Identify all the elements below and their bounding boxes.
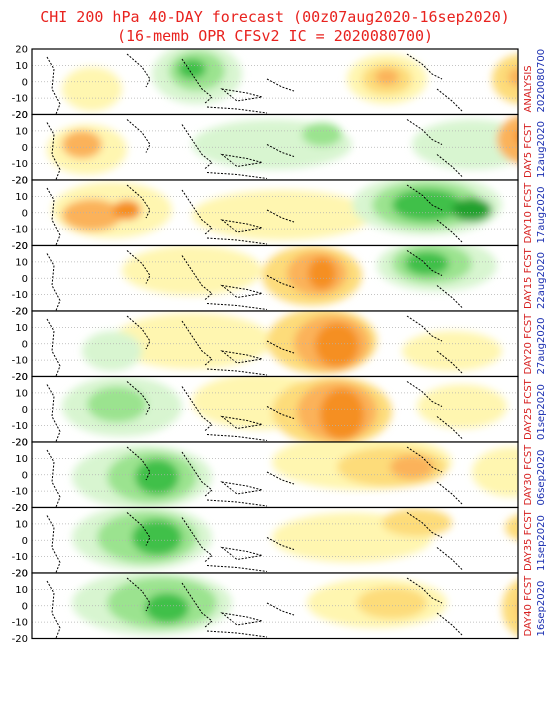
panel-label-bottom: 11sep2020 xyxy=(536,515,547,571)
coastlines xyxy=(46,53,463,115)
y-tick-label: 0 xyxy=(22,208,28,219)
y-tick-label: -20 xyxy=(12,634,28,645)
y-tick-label: -10 xyxy=(12,290,28,301)
coastlines xyxy=(46,119,463,180)
coastlines xyxy=(46,577,463,639)
map-panel: 20 10 0 -10 -20 DAY35 FCST 11sep2020 xyxy=(12,503,547,580)
y-tick-label: 20 xyxy=(15,110,28,121)
y-tick-label: 20 xyxy=(15,438,28,449)
panel-label-top: DAY40 FCST xyxy=(523,575,534,637)
y-tick-label: 20 xyxy=(15,241,28,252)
panel-label-top: DAY25 FCST xyxy=(523,378,534,440)
y-tick-label: 10 xyxy=(15,388,28,399)
panel-label-bottom: 01sep2020 xyxy=(536,384,547,440)
y-tick-label: -10 xyxy=(12,94,28,105)
panel-label-top: DAY30 FCST xyxy=(523,444,534,506)
y-tick-label: 0 xyxy=(22,601,28,612)
coastlines xyxy=(46,446,463,508)
panel-label-bottom: 27aug2020 xyxy=(536,318,547,375)
y-tick-label: 10 xyxy=(15,519,28,530)
y-tick-label: -10 xyxy=(12,421,28,432)
map-panel: 20 10 0 -10 -20 ANALYSIS 2020080700 xyxy=(12,45,547,122)
y-tick-label: -10 xyxy=(12,552,28,563)
panel-label-top: DAY20 FCST xyxy=(523,313,534,375)
chi-anomaly-shading xyxy=(82,311,502,374)
y-tick-label: -20 xyxy=(12,241,28,252)
y-tick-label: 0 xyxy=(22,536,28,547)
panel-label-bottom: 17aug2020 xyxy=(536,187,547,244)
panel-label-bottom: 16sep2020 xyxy=(536,581,547,637)
y-tick-label: -20 xyxy=(12,307,28,318)
y-tick-label: -20 xyxy=(12,438,28,449)
y-tick-label: -10 xyxy=(12,356,28,367)
panel-label-top: DAY10 FCST xyxy=(523,182,534,244)
y-tick-label: 10 xyxy=(15,454,28,465)
y-tick-label: 0 xyxy=(22,143,28,154)
chi-anomaly-shading xyxy=(52,180,502,240)
y-tick-label: 20 xyxy=(15,372,28,383)
y-tick-label: 10 xyxy=(15,126,28,137)
y-tick-label: -20 xyxy=(12,110,28,121)
y-tick-label: 0 xyxy=(22,470,28,481)
y-tick-label: -10 xyxy=(12,487,28,498)
coastlines xyxy=(46,381,463,442)
map-panel: 20 10 0 -10 -20 DAY30 FCST 06sep2020 xyxy=(12,438,547,515)
panel-label-top: DAY35 FCST xyxy=(523,509,534,571)
chi-anomaly-shading xyxy=(62,49,518,111)
y-tick-label: 10 xyxy=(15,257,28,268)
y-tick-label: 0 xyxy=(22,405,28,416)
map-panel: 20 10 0 -10 -20 DAY25 FCST 01sep2020 xyxy=(12,372,547,449)
y-tick-label: 0 xyxy=(22,339,28,350)
panel-frame xyxy=(31,572,519,640)
y-tick-label: 0 xyxy=(22,77,28,88)
panel-label-top: ANALYSIS xyxy=(523,65,534,112)
y-tick-label: 20 xyxy=(15,45,28,56)
chi-anomaly-shading xyxy=(72,442,518,508)
y-tick-label: 10 xyxy=(15,323,28,334)
map-panel: 20 10 0 -10 -20 DAY20 FCST 27aug2020 xyxy=(12,307,547,384)
coastlines xyxy=(46,512,463,573)
map-panel: 20 10 0 -10 -20 DAY15 FCST 22aug2020 xyxy=(12,241,547,318)
chi-anomaly-shading xyxy=(47,115,518,175)
chi-anomaly-shading xyxy=(72,573,518,636)
chart-subtitle: (16-memb OPR CFSv2 IC = 2020080700) xyxy=(116,27,434,45)
y-tick-label: 20 xyxy=(15,307,28,318)
y-tick-label: -20 xyxy=(12,503,28,514)
panel-label-top: DAY15 FCST xyxy=(523,247,534,309)
y-tick-label: -20 xyxy=(12,176,28,187)
y-tick-label: -10 xyxy=(12,225,28,236)
coastlines xyxy=(46,315,463,377)
y-tick-label: 10 xyxy=(15,585,28,596)
y-tick-label: 20 xyxy=(15,176,28,187)
y-tick-label: -10 xyxy=(12,618,28,629)
panel-label-bottom: 12aug2020 xyxy=(536,121,547,178)
map-panel: 20 10 0 -10 -20 DAY5 FCST 12aug2020 xyxy=(12,110,547,187)
y-tick-label: 20 xyxy=(15,569,28,580)
chi-anomaly-shading xyxy=(72,507,518,570)
panel-label-bottom: 2020080700 xyxy=(536,49,547,113)
y-tick-label: 10 xyxy=(15,61,28,72)
coastlines xyxy=(46,250,463,311)
map-panel: 20 10 0 -10 -20 DAY40 FCST 16sep2020 xyxy=(12,569,547,646)
y-tick-label: 20 xyxy=(15,503,28,514)
map-panel: 20 10 0 -10 -20 DAY10 FCST 17aug2020 xyxy=(12,176,547,253)
y-tick-label: 0 xyxy=(22,274,28,285)
y-tick-label: 10 xyxy=(15,192,28,203)
panel-label-top: DAY5 FCST xyxy=(523,123,534,178)
y-tick-label: -10 xyxy=(12,159,28,170)
y-tick-label: -20 xyxy=(12,569,28,580)
coastlines xyxy=(46,184,463,246)
y-tick-label: -20 xyxy=(12,372,28,383)
chart-title: CHI 200 hPa 40-DAY forecast (00z07aug202… xyxy=(40,8,510,26)
panel-label-bottom: 06sep2020 xyxy=(536,450,547,506)
panel-label-bottom: 22aug2020 xyxy=(536,252,547,309)
